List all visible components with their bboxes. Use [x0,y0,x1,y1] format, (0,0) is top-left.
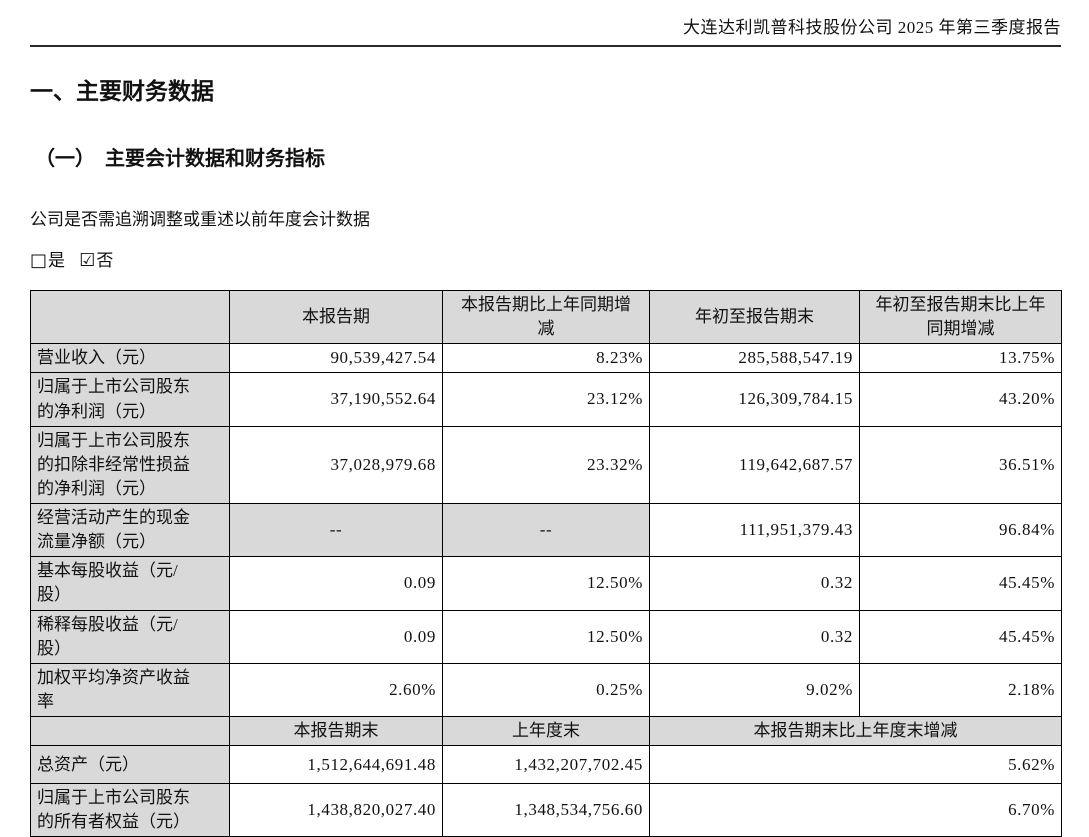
value-ytd-yoy-change: 43.20% [859,372,1062,427]
header-cell-ytd-yoy-change: 年初至报告期末比上年同期增减 [859,289,1062,345]
row-label: 总资产（元） [30,745,230,785]
restatement-answer: □是 ☑否 [30,246,1061,271]
value-ytd: 119,642,687.57 [649,425,860,505]
value-ytd-yoy-change: 96.84% [859,502,1062,558]
header-cell-prior-year-end: 上年度末 [442,715,650,747]
header-cell-empty [30,715,230,747]
row-label: 加权平均净资产收益率 [30,662,230,718]
table-row-net-profit-excl-nonrecurring: 归属于上市公司股东的扣除非经常性损益的净利润（元） 37,028,979.68 … [30,425,1062,505]
option-no-label: 否 [96,251,114,270]
value-ytd: 111,951,379.43 [649,502,860,558]
table-row-basic-eps: 基本每股收益（元/股） 0.09 12.50% 0.32 45.45% [30,556,1062,611]
value-prior-year-end: 1,348,534,756.60 [442,783,650,837]
value-ytd-yoy-change: 45.45% [859,556,1062,611]
value-ytd: 0.32 [649,609,860,664]
subsection-heading: （一） 主要会计数据和财务指标 [35,148,325,170]
value-current-period: 2.60% [229,662,443,718]
value-period-yoy-change: 8.23% [442,343,650,374]
value-period-yoy-change: 23.32% [442,425,650,505]
row-label: 基本每股收益（元/股） [30,556,230,611]
value-current-period-na: -- [229,502,443,558]
value-current-period: 0.09 [229,609,443,664]
value-current-period: 90,539,427.54 [229,343,443,374]
header-cell-period-end-change: 本报告期末比上年度末增减 [649,715,1062,747]
option-yes: □是 [30,250,66,271]
financial-data-table: 本报告期 本报告期比上年同期增减 年初至报告期末 年初至报告期末比上年同期增减 … [30,289,1062,837]
checkbox-checked-icon: ☑ [79,250,96,271]
row-label: 营业收入（元） [30,343,230,374]
header-cell-empty [30,289,230,345]
value-period-end-change: 5.62% [649,745,1062,785]
table-row-net-profit: 归属于上市公司股东的净利润（元） 37,190,552.64 23.12% 12… [30,372,1062,427]
value-period-end-change: 6.70% [649,783,1062,837]
header-cell-period-end: 本报告期末 [229,715,443,747]
row-label: 经营活动产生的现金流量净额（元） [30,502,230,558]
header-cell-period-yoy-change: 本报告期比上年同期增减 [442,289,650,345]
restatement-question: 公司是否需追溯调整或重述以前年度会计数据 [30,210,370,229]
table-row-revenue: 营业收入（元） 90,539,427.54 8.23% 285,588,547.… [30,343,1062,374]
value-current-period: 37,190,552.64 [229,372,443,427]
header-divider [30,45,1061,47]
value-ytd: 0.32 [649,556,860,611]
value-ytd-yoy-change: 13.75% [859,343,1062,374]
table-row-equity-attributable: 归属于上市公司股东的所有者权益（元） 1,438,820,027.40 1,34… [30,783,1062,837]
row-label: 归属于上市公司股东的所有者权益（元） [30,783,230,837]
option-no: ☑否 [79,250,114,271]
value-ytd: 9.02% [649,662,860,718]
value-period-yoy-change: 23.12% [442,372,650,427]
table-header-row-period: 本报告期 本报告期比上年同期增减 年初至报告期末 年初至报告期末比上年同期增减 [30,289,1062,345]
value-ytd: 126,309,784.15 [649,372,860,427]
value-period-yoy-change-na: -- [442,502,650,558]
table-header-row-period-end: 本报告期末 上年度末 本报告期末比上年度末增减 [30,715,1062,747]
value-ytd-yoy-change: 36.51% [859,425,1062,505]
value-ytd-yoy-change: 2.18% [859,662,1062,718]
row-label: 稀释每股收益（元/股） [30,609,230,664]
row-label: 归属于上市公司股东的扣除非经常性损益的净利润（元） [30,425,230,505]
section-heading: 一、主要财务数据 [30,79,214,104]
value-current-period: 0.09 [229,556,443,611]
table-row-operating-cash-flow: 经营活动产生的现金流量净额（元） -- -- 111,951,379.43 96… [30,502,1062,558]
value-prior-year-end: 1,432,207,702.45 [442,745,650,785]
row-label: 归属于上市公司股东的净利润（元） [30,372,230,427]
table-row-diluted-eps: 稀释每股收益（元/股） 0.09 12.50% 0.32 45.45% [30,609,1062,664]
value-current-period: 37,028,979.68 [229,425,443,505]
value-period-end: 1,438,820,027.40 [229,783,443,837]
table-row-weighted-avg-roe: 加权平均净资产收益率 2.60% 0.25% 9.02% 2.18% [30,662,1062,718]
table-row-total-assets: 总资产（元） 1,512,644,691.48 1,432,207,702.45… [30,745,1062,785]
option-yes-label: 是 [48,251,66,270]
value-period-yoy-change: 0.25% [442,662,650,718]
checkbox-unchecked-icon: □ [30,250,48,271]
value-period-yoy-change: 12.50% [442,609,650,664]
header-cell-ytd: 年初至报告期末 [649,289,860,345]
value-period-yoy-change: 12.50% [442,556,650,611]
value-ytd-yoy-change: 45.45% [859,609,1062,664]
header-cell-current-period: 本报告期 [229,289,443,345]
value-ytd: 285,588,547.19 [649,343,860,374]
value-period-end: 1,512,644,691.48 [229,745,443,785]
report-title: 大连达利凯普科技股份公司 2025 年第三季度报告 [683,18,1061,37]
